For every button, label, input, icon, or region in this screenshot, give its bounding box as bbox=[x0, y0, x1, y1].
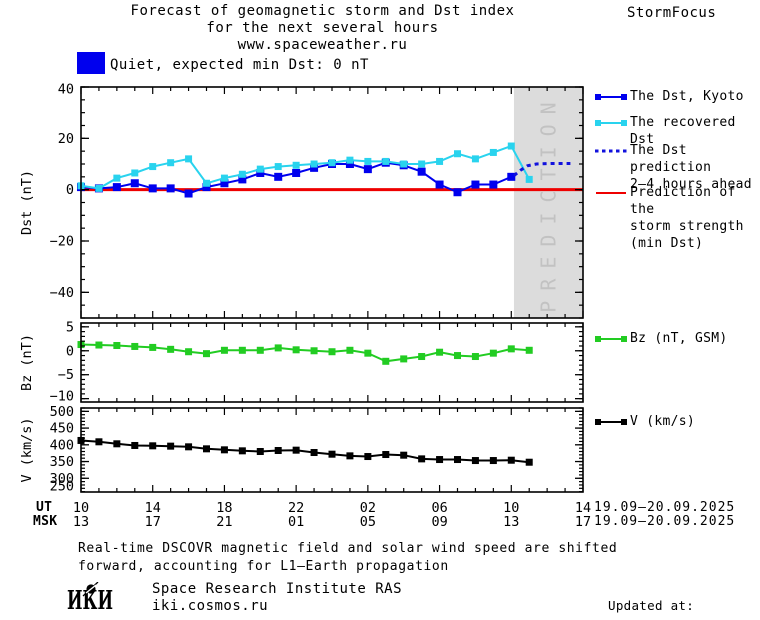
svg-text:14: 14 bbox=[575, 500, 591, 516]
charts-figure: PREDICTION 40 20 0 −20 −40 Dst (nT) 5 0 −5 −10 Bz (… bbox=[19, 82, 591, 531]
legend-label: The Dst, Kyoto bbox=[630, 89, 744, 104]
xaxis-msk-date: 19.09–20.09.2025 bbox=[594, 514, 736, 529]
legend-label: Bz (nT, GSM) bbox=[630, 331, 728, 346]
svg-text:02: 02 bbox=[360, 500, 376, 516]
storm-strength-marker-icon bbox=[596, 192, 626, 194]
legend-label: The Dst prediction 2–4 hours ahead bbox=[630, 143, 752, 192]
svg-text:10: 10 bbox=[503, 500, 519, 516]
legend-item-dst-prediction: The Dst prediction 2–4 hours ahead bbox=[594, 142, 760, 193]
recovered-dst-marker-icon bbox=[595, 120, 627, 126]
svg-text:300: 300 bbox=[50, 471, 74, 487]
svg-text:400: 400 bbox=[50, 437, 74, 453]
svg-text:−20: −20 bbox=[50, 234, 74, 250]
svg-text:17: 17 bbox=[575, 514, 591, 530]
legend-item-dst-kyoto: The Dst, Kyoto bbox=[594, 88, 744, 105]
svg-text:Dst (nT): Dst (nT) bbox=[19, 170, 35, 235]
svg-text:250: 250 bbox=[50, 479, 74, 495]
legend-item-bz: Bz (nT, GSM) bbox=[594, 330, 728, 347]
brand-label: StormFocus bbox=[627, 5, 717, 21]
svg-text:20: 20 bbox=[58, 131, 74, 147]
status-swatch bbox=[77, 52, 105, 74]
svg-text:13: 13 bbox=[503, 514, 519, 530]
page-subtitle: for the next several hours bbox=[206, 20, 439, 36]
svg-text:06: 06 bbox=[431, 500, 447, 516]
legend-item-recovered-dst: The recovered Dst bbox=[594, 114, 760, 148]
status-label: Quiet, expected min Dst: 0 nT bbox=[110, 57, 369, 73]
bz-marker-icon bbox=[595, 336, 627, 342]
svg-text:500: 500 bbox=[50, 404, 74, 420]
site-url: www.spaceweather.ru bbox=[237, 37, 408, 53]
propagation-note: Real-time DSCOVR magnetic field and sola… bbox=[78, 540, 617, 576]
svg-text:0: 0 bbox=[66, 343, 74, 359]
svg-text:−5: −5 bbox=[58, 367, 74, 383]
legend-item-storm-strength: Prediction of the storm strength (min Ds… bbox=[594, 184, 760, 252]
v-marker-icon bbox=[595, 419, 627, 425]
legend-item-v: V (km/s) bbox=[594, 413, 695, 430]
legend-label: Prediction of the storm strength (min Ds… bbox=[630, 185, 744, 251]
svg-text:Bz (nT): Bz (nT) bbox=[19, 334, 35, 391]
satellite-slash bbox=[85, 584, 97, 594]
propagation-note-line2: forward, accounting for L1–Earth propaga… bbox=[78, 559, 449, 574]
updated-label: Updated at: bbox=[608, 598, 695, 613]
svg-text:09: 09 bbox=[431, 514, 447, 530]
svg-text:450: 450 bbox=[50, 421, 74, 437]
legend-label: V (km/s) bbox=[630, 414, 696, 429]
svg-text:5: 5 bbox=[66, 319, 74, 335]
svg-text:PREDICTION: PREDICTION bbox=[536, 92, 560, 312]
institute-site: iki.cosmos.ru bbox=[152, 598, 269, 614]
institute-name: Space Research Institute RAS bbox=[152, 581, 403, 597]
svg-text:40: 40 bbox=[58, 82, 74, 98]
dst-prediction-marker-icon bbox=[595, 149, 627, 153]
xaxis-ut-date: 19.09–20.09.2025 bbox=[594, 500, 736, 515]
svg-text:18: 18 bbox=[216, 500, 232, 516]
svg-text:01: 01 bbox=[288, 514, 304, 530]
legend-label: The recovered Dst bbox=[630, 115, 736, 147]
svg-text:13: 13 bbox=[73, 514, 89, 530]
updated-block: Updated at: UT 10:05, 20.09.2025 MSK 13:… bbox=[608, 566, 760, 620]
svg-text:17: 17 bbox=[145, 514, 161, 530]
svg-text:22: 22 bbox=[288, 500, 304, 516]
svg-text:V (km/s): V (km/s) bbox=[19, 417, 35, 482]
svg-text:21: 21 bbox=[216, 514, 232, 530]
svg-text:0: 0 bbox=[66, 182, 74, 198]
xaxis-ut-prefix: UT bbox=[36, 500, 53, 515]
iki-logo: ИКИ bbox=[67, 582, 113, 616]
xaxis-msk-prefix: MSK bbox=[33, 514, 58, 529]
title-block: Forecast of geomagnetic storm and Dst in… bbox=[60, 3, 585, 54]
svg-text:14: 14 bbox=[145, 500, 161, 516]
svg-text:10: 10 bbox=[73, 500, 89, 516]
propagation-note-line1: Real-time DSCOVR magnetic field and sola… bbox=[78, 541, 618, 556]
page-title: Forecast of geomagnetic storm and Dst in… bbox=[130, 3, 515, 19]
svg-text:350: 350 bbox=[50, 454, 74, 470]
dst-kyoto-marker-icon bbox=[595, 94, 627, 100]
svg-text:−40: −40 bbox=[50, 285, 74, 301]
svg-text:−10: −10 bbox=[50, 389, 74, 405]
svg-text:05: 05 bbox=[360, 514, 376, 530]
